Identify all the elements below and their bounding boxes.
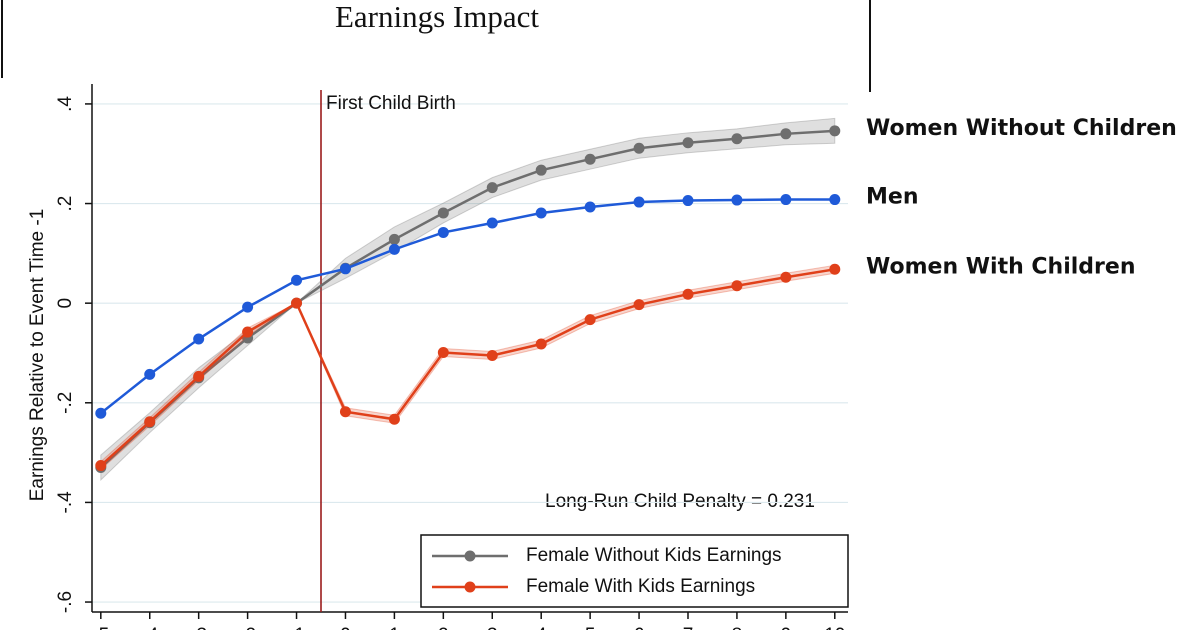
x-tick-label: -4 [141,625,158,630]
point [731,194,743,206]
series-end-label: Men [866,185,918,210]
point [193,333,205,345]
point [339,406,351,418]
point [780,271,792,283]
legend-marker [464,550,476,562]
legend-marker [464,581,476,593]
y-axis-label: Earnings Relative to Event Time -1 [27,209,48,502]
x-tick-label: 9 [781,625,792,630]
point [486,217,498,229]
x-tick-label: 8 [732,625,743,630]
point [388,233,400,245]
x-tick-label: 6 [634,625,645,630]
legend-label: Female With Kids Earnings [526,576,755,597]
x-tick-label: 0 [340,625,351,630]
event-line-label: First Child Birth [326,93,456,114]
y-tick-label: -.4 [55,491,76,514]
legend: Female Without Kids Earnings Female With … [420,534,849,608]
confidence-band [100,117,836,482]
point [242,301,254,313]
point [339,263,351,275]
y-tick-label: .2 [55,196,76,212]
point [388,413,400,425]
chart-title: Earnings Impact [335,0,539,34]
point [780,194,792,206]
x-tick-label: 4 [536,625,547,630]
point [584,153,596,165]
point [731,280,743,292]
x-tick-label: -3 [190,625,207,630]
point [95,407,107,419]
x-tick-label: 7 [683,625,694,630]
point [95,460,107,472]
point [584,314,596,326]
x-tick-label: -5 [92,625,109,630]
series-line [100,198,835,415]
point [193,370,205,382]
point [242,326,254,338]
point [144,416,156,428]
point [731,133,743,145]
point [829,194,841,206]
x-tick-label: 3 [487,625,498,630]
legend-box [420,534,849,608]
y-tick-label: 0 [55,298,76,309]
x-tick-label: -2 [239,625,256,630]
series-line [99,129,835,469]
point [291,297,303,309]
point [682,195,694,207]
point [682,288,694,300]
point [486,182,498,194]
x-tick-label: 1 [389,625,400,630]
point [829,263,841,275]
series-line [99,268,835,467]
point [144,368,156,380]
point [682,137,694,149]
point [486,349,498,361]
series-end-label: Women Without Children [866,116,1177,141]
point [535,164,547,176]
x-tick-label: 5 [585,625,596,630]
point [291,274,303,286]
y-tick-label: -.6 [55,591,76,613]
point [388,243,400,255]
point [584,201,596,213]
point [633,142,645,154]
point [437,207,449,219]
point [437,226,449,238]
point [437,346,449,358]
series-end-label: Women With Children [866,254,1135,279]
y-tick-label: -.2 [55,392,76,414]
y-tick-label: .4 [55,96,76,112]
point [829,125,841,137]
x-tick-label: 2 [438,625,449,630]
point [535,338,547,350]
point [633,196,645,208]
point [780,128,792,140]
legend-label: Female Without Kids Earnings [526,545,782,566]
point [633,299,645,311]
confidence-band [100,264,836,471]
x-tick-label: -1 [288,625,305,630]
point [535,207,547,219]
x-tick-label: 10 [824,625,845,630]
annotation: Long-Run Child Penalty = 0.231 [545,491,815,512]
